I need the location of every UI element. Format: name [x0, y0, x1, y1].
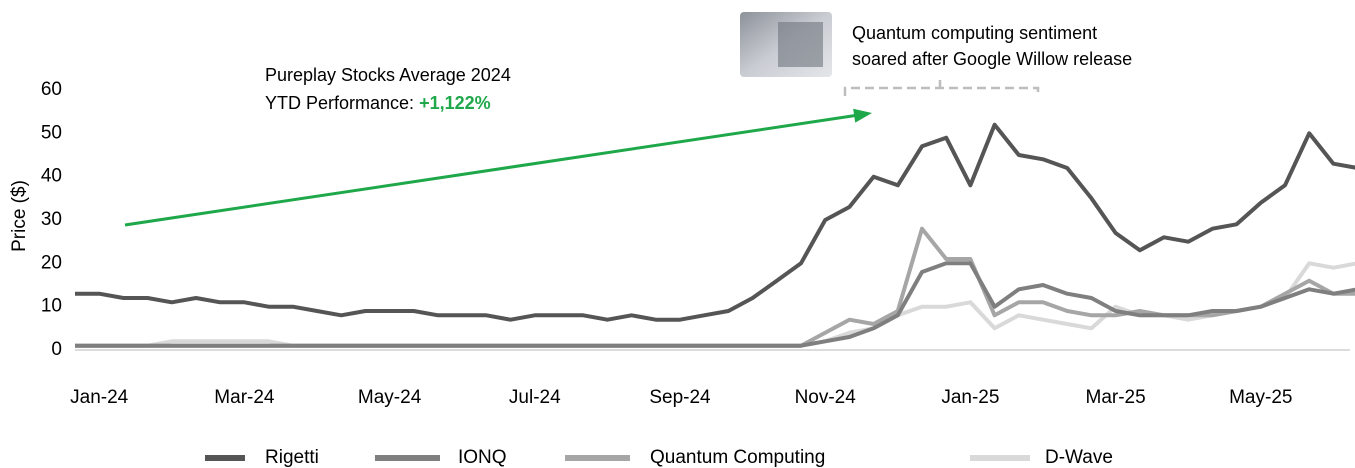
y-tick-label: 50 — [41, 122, 62, 143]
annotation: Pureplay Stocks Average 2024 — [265, 65, 511, 85]
y-tick-label: 30 — [41, 209, 62, 230]
annotation: YTD Performance: — [265, 93, 414, 113]
y-tick-label: 60 — [41, 79, 62, 100]
x-tick-label: Jan-24 — [70, 387, 129, 408]
annotation: Quantum computing sentiment — [852, 23, 1097, 43]
x-tick-label: Sep-24 — [649, 387, 711, 408]
series-line — [75, 226, 1355, 348]
x-tick-label: May-24 — [358, 387, 422, 408]
x-tick-label: Mar-24 — [214, 387, 275, 408]
x-tick-label: Jul-24 — [509, 387, 561, 408]
legend-label: D-Wave — [1045, 447, 1113, 468]
x-tick-label: Jan-25 — [941, 387, 999, 408]
series-line — [75, 261, 1355, 348]
legend-label: Quantum Computing — [650, 447, 825, 468]
x-tick-label: May-25 — [1229, 387, 1292, 408]
bracket — [843, 80, 1040, 96]
y-tick-label: 20 — [41, 252, 62, 273]
annotation: YTD Performance: +1,122% — [265, 93, 491, 113]
y-axis-label: Price ($) — [9, 180, 30, 252]
annotation-highlight: +1,122% — [419, 93, 491, 113]
image-detail — [778, 22, 823, 67]
y-tick-label: 10 — [41, 296, 62, 317]
arrow-head — [853, 108, 872, 123]
y-tick-label: 0 — [51, 339, 62, 360]
x-tick-label: Nov-24 — [795, 387, 857, 408]
series-line — [75, 122, 1355, 322]
arrow-line — [124, 113, 863, 227]
legend-label: IONQ — [458, 447, 507, 468]
annotation: soared after Google Willow release — [852, 49, 1132, 69]
x-tick-label: Mar-25 — [1086, 387, 1146, 408]
legend-label: Rigetti — [265, 447, 319, 468]
y-tick-label: 40 — [41, 166, 62, 187]
